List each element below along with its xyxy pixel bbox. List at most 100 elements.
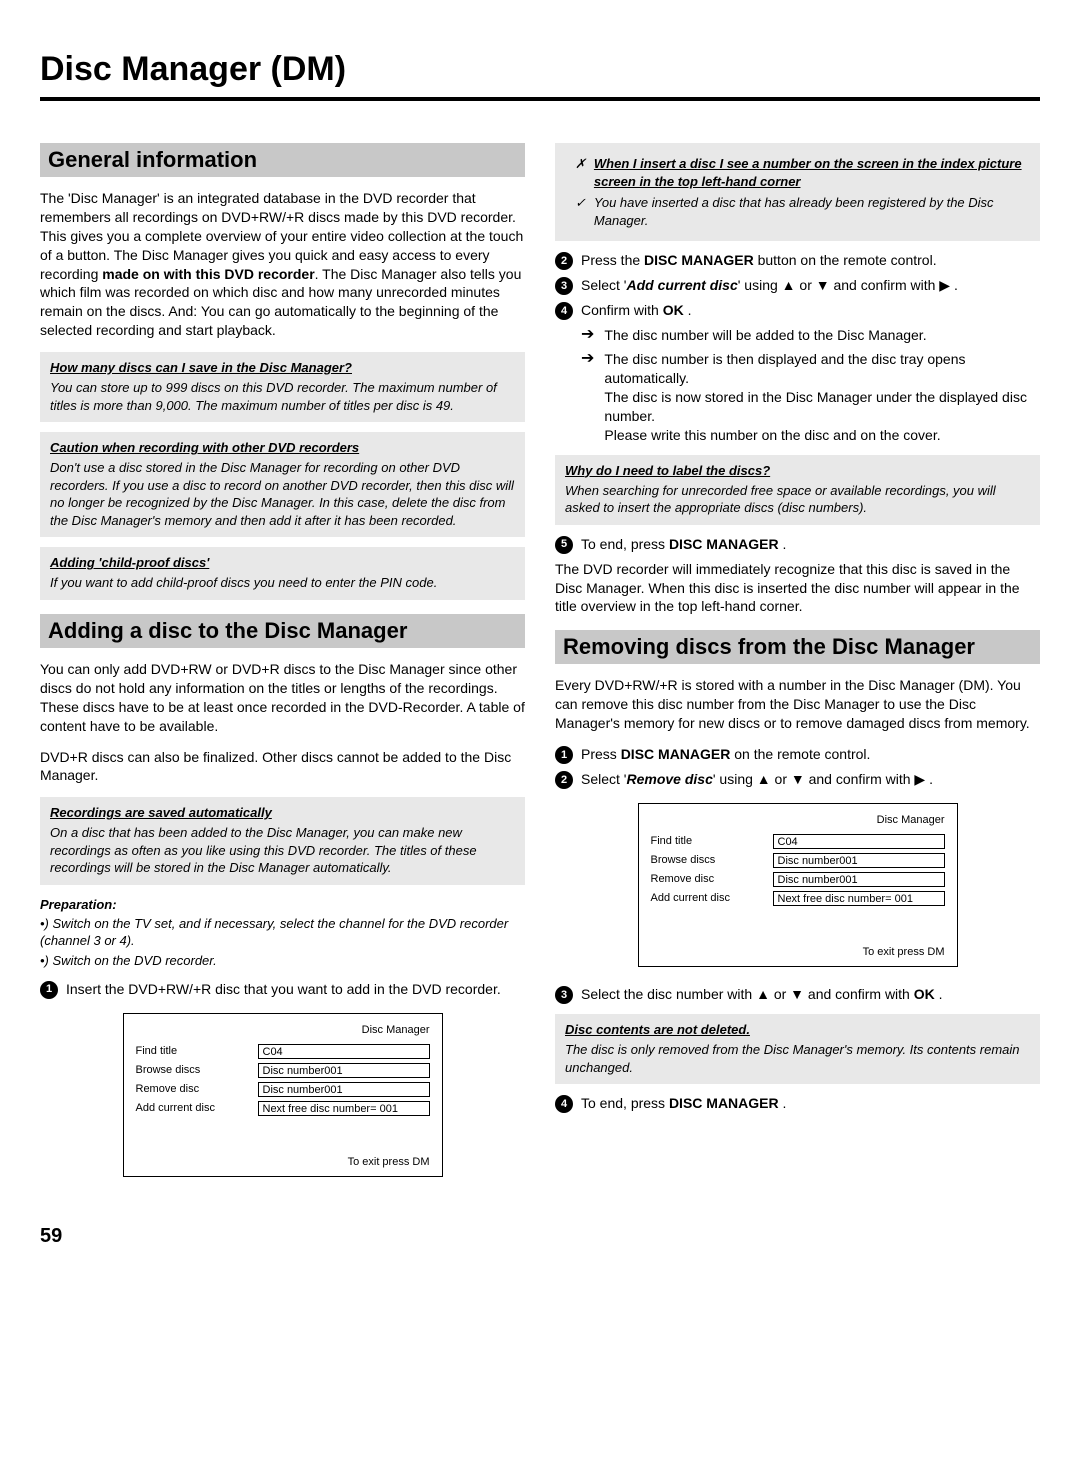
t: Select the disc number with ▲ or ▼ and c…	[581, 986, 914, 1002]
note-child-proof: Adding 'child-proof discs' If you want t…	[40, 547, 525, 600]
step-number-icon: 2	[555, 771, 573, 789]
t: Select '	[581, 277, 626, 293]
disc-manager-screen-left: Disc Manager Find title C04 Browse discs…	[123, 1013, 443, 1177]
dm-row-label: Browse discs	[651, 854, 761, 866]
adding-closing-para: The DVD recorder will immediately recogn…	[555, 560, 1040, 617]
step4-sub-b: ➔ The disc number is then displayed and …	[581, 350, 1040, 444]
adding-step-1: 1 Insert the DVD+RW/+R disc that you wan…	[40, 980, 525, 999]
page-number: 59	[40, 1225, 1040, 1248]
removing-step-2: 2 Select 'Remove disc' using ▲ or ▼ and …	[555, 770, 1040, 789]
dm-row-label: Remove disc	[136, 1083, 246, 1095]
step-text: Press the DISC MANAGER button on the rem…	[581, 251, 1040, 270]
dm-row: Remove disc Disc number001	[136, 1082, 430, 1097]
step4-sub-a: ➔ The disc number will be added to the D…	[581, 326, 1040, 345]
step-number-icon: 2	[555, 252, 573, 270]
t: Confirm with	[581, 302, 663, 318]
dm-row: Browse discs Disc number001	[651, 853, 945, 868]
note-title: Adding 'child-proof discs'	[50, 555, 515, 570]
preparation-line2: •) Switch on the DVD recorder.	[40, 952, 525, 970]
note-body: When searching for unrecorded free space…	[565, 482, 1030, 517]
note-insert-disc-number: ✗ When I insert a disc I see a number on…	[555, 143, 1040, 241]
general-para-bold: made on with this DVD recorder	[102, 266, 314, 282]
dm-row-label: Find title	[651, 835, 761, 847]
t: Remove disc	[626, 771, 712, 787]
step-text: Insert the DVD+RW/+R disc that you want …	[66, 980, 525, 999]
disc-manager-screen-right: Disc Manager Find title C04 Browse discs…	[638, 803, 958, 967]
step-number-icon: 4	[555, 302, 573, 320]
note-body: Don't use a disc stored in the Disc Mana…	[50, 459, 515, 529]
t: OK	[914, 986, 935, 1002]
dm-row: Find title C04	[136, 1044, 430, 1059]
removing-step-1: 1 Press DISC MANAGER on the remote contr…	[555, 745, 1040, 764]
dm-row-label: Find title	[136, 1045, 246, 1057]
section-heading-adding: Adding a disc to the Disc Manager	[40, 614, 525, 648]
section-heading-removing: Removing discs from the Disc Manager	[555, 630, 1040, 664]
t: To end, press	[581, 1095, 669, 1111]
dm-row: Add current disc Next free disc number= …	[651, 891, 945, 906]
step-text: Select 'Remove disc' using ▲ or ▼ and co…	[581, 770, 1040, 789]
note-body: The disc is only removed from the Disc M…	[565, 1041, 1030, 1076]
adding-step-4: 4 Confirm with OK .	[555, 301, 1040, 320]
t: Press the	[581, 252, 644, 268]
cross-icon: ✗	[575, 155, 586, 190]
t: on the remote control.	[730, 746, 870, 762]
dm-row-value: C04	[258, 1044, 430, 1059]
step-text: Select the disc number with ▲ or ▼ and c…	[581, 985, 1040, 1004]
note-why-label-discs: Why do I need to label the discs? When s…	[555, 455, 1040, 525]
note-title: Recordings are saved automatically	[50, 805, 515, 820]
note-recordings-saved: Recordings are saved automatically On a …	[40, 797, 525, 885]
step-text: Select 'Add current disc' using ▲ or ▼ a…	[581, 276, 1040, 295]
note-title: How many discs can I save in the Disc Ma…	[50, 360, 515, 375]
preparation-block: Preparation: •) Switch on the TV set, an…	[40, 897, 525, 970]
dm-row: Remove disc Disc number001	[651, 872, 945, 887]
dm-row-value: Next free disc number= 001	[258, 1101, 430, 1116]
sub-text: The disc number will be added to the Dis…	[604, 326, 926, 345]
t: ' using ▲ or ▼ and confirm with ▶ .	[738, 277, 958, 293]
note-title: Caution when recording with other DVD re…	[50, 440, 515, 455]
step-number-icon: 4	[555, 1095, 573, 1113]
two-column-layout: General information The 'Disc Manager' i…	[40, 129, 1040, 1195]
step-text: To end, press DISC MANAGER .	[581, 535, 1040, 554]
step-text: Confirm with OK .	[581, 301, 1040, 320]
dm-screen-title: Disc Manager	[651, 814, 945, 826]
dm-row: Browse discs Disc number001	[136, 1063, 430, 1078]
tick-text: You have inserted a disc that has alread…	[594, 194, 1030, 229]
dm-row-label: Add current disc	[136, 1102, 246, 1114]
note-body: On a disc that has been added to the Dis…	[50, 824, 515, 877]
removing-step-4: 4 To end, press DISC MANAGER .	[555, 1094, 1040, 1113]
t: DISC MANAGER	[669, 1095, 779, 1111]
step-number-icon: 3	[555, 986, 573, 1004]
dm-row-label: Browse discs	[136, 1064, 246, 1076]
note-contents-not-deleted: Disc contents are not deleted. The disc …	[555, 1014, 1040, 1084]
step-number-icon: 1	[40, 981, 58, 999]
left-column: General information The 'Disc Manager' i…	[40, 129, 525, 1195]
t: Please write this number on the disc and…	[604, 427, 940, 443]
note-title: Disc contents are not deleted.	[565, 1022, 1030, 1037]
adding-step-3: 3 Select 'Add current disc' using ▲ or ▼…	[555, 276, 1040, 295]
step-number-icon: 1	[555, 746, 573, 764]
dm-row-value: Disc number001	[258, 1082, 430, 1097]
adding-step-2: 2 Press the DISC MANAGER button on the r…	[555, 251, 1040, 270]
step-text: To end, press DISC MANAGER .	[581, 1094, 1040, 1113]
t: The disc is now stored in the Disc Manag…	[604, 389, 1027, 424]
note-how-many-discs: How many discs can I save in the Disc Ma…	[40, 352, 525, 422]
adding-step-5: 5 To end, press DISC MANAGER .	[555, 535, 1040, 554]
cross-text: When I insert a disc I see a number on t…	[594, 155, 1030, 190]
dm-row-value: Disc number001	[258, 1063, 430, 1078]
tick-line: ✓ You have inserted a disc that has alre…	[575, 194, 1030, 229]
t: Select '	[581, 771, 626, 787]
t: To end, press	[581, 536, 669, 552]
note-caution-recording: Caution when recording with other DVD re…	[40, 432, 525, 537]
t: Press	[581, 746, 621, 762]
sub-text: The disc number is then displayed and th…	[604, 350, 1040, 444]
step-number-icon: 5	[555, 536, 573, 554]
t: OK	[663, 302, 684, 318]
t: .	[935, 986, 943, 1002]
dm-screen-footer: To exit press DM	[651, 946, 945, 958]
adding-para2: DVD+R discs can also be finalized. Other…	[40, 748, 525, 786]
preparation-line1: •) Switch on the TV set, and if necessar…	[40, 915, 525, 950]
page-title: Disc Manager (DM)	[40, 50, 1040, 89]
dm-row-label: Add current disc	[651, 892, 761, 904]
t: button on the remote control.	[754, 252, 937, 268]
t: .	[779, 536, 787, 552]
